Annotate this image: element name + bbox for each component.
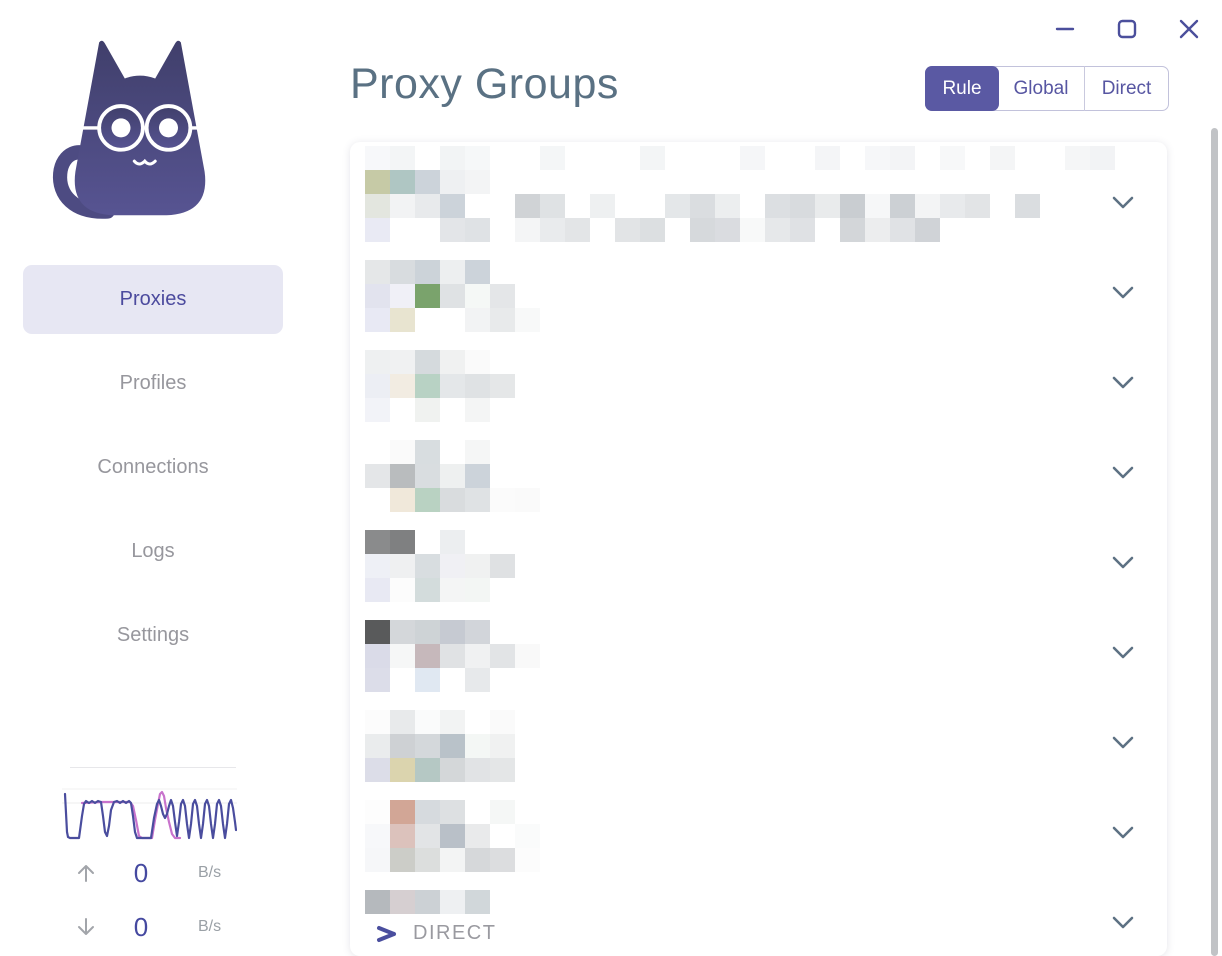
redacted-mosaic-line (365, 578, 1167, 602)
redacted-mosaic-line (365, 146, 1140, 170)
proxy-group-row[interactable] (350, 436, 1167, 526)
sidebar-menu: Proxies Profiles Connections Logs Settings (23, 265, 283, 685)
selected-proxy-row[interactable]: DIRECT (375, 922, 1167, 945)
proxy-group-row[interactable]: DIRECT (350, 886, 1167, 956)
mode-switch: Rule Global Direct (925, 66, 1169, 111)
arrow-up-icon (78, 865, 94, 882)
proxy-group-row[interactable] (350, 526, 1167, 616)
redacted-mosaic-line (365, 308, 1167, 332)
proxy-groups-card: DIRECT (350, 142, 1167, 956)
maximize-button[interactable] (1112, 12, 1142, 46)
expand-group-button[interactable] (1107, 730, 1139, 754)
sidebar: Proxies Profiles Connections Logs Settings 0… (0, 0, 305, 956)
expand-group-button[interactable] (1107, 910, 1139, 934)
redacted-mosaic-line (365, 620, 1167, 644)
redacted-mosaic-line (365, 848, 1167, 872)
close-button[interactable] (1174, 12, 1204, 46)
download-stat: 0 B/s (62, 912, 242, 942)
expand-group-button[interactable] (1107, 820, 1139, 844)
chevron-down-icon (1112, 826, 1134, 838)
sidebar-item-connections[interactable]: Connections (97, 456, 209, 478)
proxy-group-row[interactable] (350, 616, 1167, 706)
expand-group-button[interactable] (1107, 280, 1139, 304)
chevron-down-icon (1112, 556, 1134, 568)
redacted-mosaic-line (365, 398, 1167, 422)
redacted-mosaic-line (365, 350, 1167, 374)
left-eye (111, 118, 131, 138)
redacted-mosaic-line (365, 374, 1167, 398)
redacted-mosaic-line (365, 710, 1167, 734)
redacted-mosaic-line (365, 260, 1167, 284)
sidebar-divider (70, 767, 236, 768)
redacted-mosaic-line (365, 758, 1167, 782)
redacted-mosaic-line (365, 170, 1167, 194)
chevron-down-icon (1112, 916, 1134, 928)
expand-group-button[interactable] (1107, 460, 1139, 484)
proxy-group-row[interactable] (350, 346, 1167, 436)
upload-value: 0 (133, 857, 149, 888)
redacted-mosaic-line (365, 824, 1167, 848)
maximize-icon (1117, 19, 1137, 39)
mode-button-global[interactable]: Global (998, 66, 1084, 111)
chevron-down-icon (1112, 196, 1134, 208)
expand-group-button[interactable] (1107, 190, 1139, 214)
chevron-down-icon (1112, 646, 1134, 658)
redacted-mosaic-line (365, 644, 1167, 668)
cat-mouth (132, 158, 157, 166)
redacted-mosaic-line (365, 218, 1167, 242)
redacted-mosaic-line (365, 440, 1167, 464)
redacted-mosaic-line (365, 530, 1167, 554)
chevron-down-icon (1112, 736, 1134, 748)
upload-unit: B/s (198, 864, 222, 881)
sidebar-item-settings[interactable]: Settings (116, 624, 190, 646)
direct-label: DIRECT (413, 922, 497, 944)
redacted-mosaic-line (365, 284, 1167, 308)
page-title: Proxy Groups (350, 60, 619, 108)
proxy-group-row[interactable] (350, 796, 1167, 886)
cat-logo (53, 40, 206, 219)
redacted-mosaic-line (365, 554, 1167, 578)
scrollbar-thumb[interactable] (1211, 128, 1218, 956)
minimize-icon (1055, 27, 1075, 31)
selected-arrow-icon (377, 925, 396, 942)
redacted-mosaic-line (365, 194, 1167, 218)
chevron-down-icon (1112, 376, 1134, 388)
redacted-mosaic-line (365, 734, 1167, 758)
sidebar-item-profiles[interactable]: Profiles (119, 372, 187, 394)
right-eye (159, 118, 178, 138)
redacted-mosaic-line (365, 668, 1167, 692)
expand-group-button[interactable] (1107, 550, 1139, 574)
download-unit: B/s (198, 918, 222, 935)
close-icon (1179, 19, 1199, 39)
group-tabs-strip (365, 146, 1140, 170)
proxy-group-row[interactable] (350, 256, 1167, 346)
sidebar-item-logs[interactable]: Logs (131, 540, 175, 562)
upload-line (63, 792, 237, 840)
expand-group-button[interactable] (1107, 370, 1139, 394)
proxy-group-row[interactable] (350, 706, 1167, 796)
download-value: 0 (133, 911, 149, 942)
redacted-mosaic-line (365, 464, 1167, 488)
proxy-group-rows: DIRECT (350, 166, 1167, 956)
redacted-mosaic-line (365, 488, 1167, 512)
minimize-button[interactable] (1050, 12, 1080, 46)
window-controls (1050, 12, 1204, 46)
arrow-down-icon (78, 918, 94, 935)
traffic-sparkline (62, 788, 237, 840)
sidebar-item-proxies[interactable]: Proxies (23, 265, 283, 334)
upload-stat: 0 B/s (62, 858, 242, 888)
redacted-mosaic-line (365, 800, 1167, 824)
proxy-group-row[interactable] (350, 166, 1167, 256)
chevron-down-icon (1112, 286, 1134, 298)
redacted-mosaic-line (365, 890, 1167, 914)
expand-group-button[interactable] (1107, 640, 1139, 664)
chevron-down-icon (1112, 466, 1134, 478)
mode-button-rule[interactable]: Rule (925, 66, 999, 111)
mode-button-direct[interactable]: Direct (1084, 66, 1168, 111)
